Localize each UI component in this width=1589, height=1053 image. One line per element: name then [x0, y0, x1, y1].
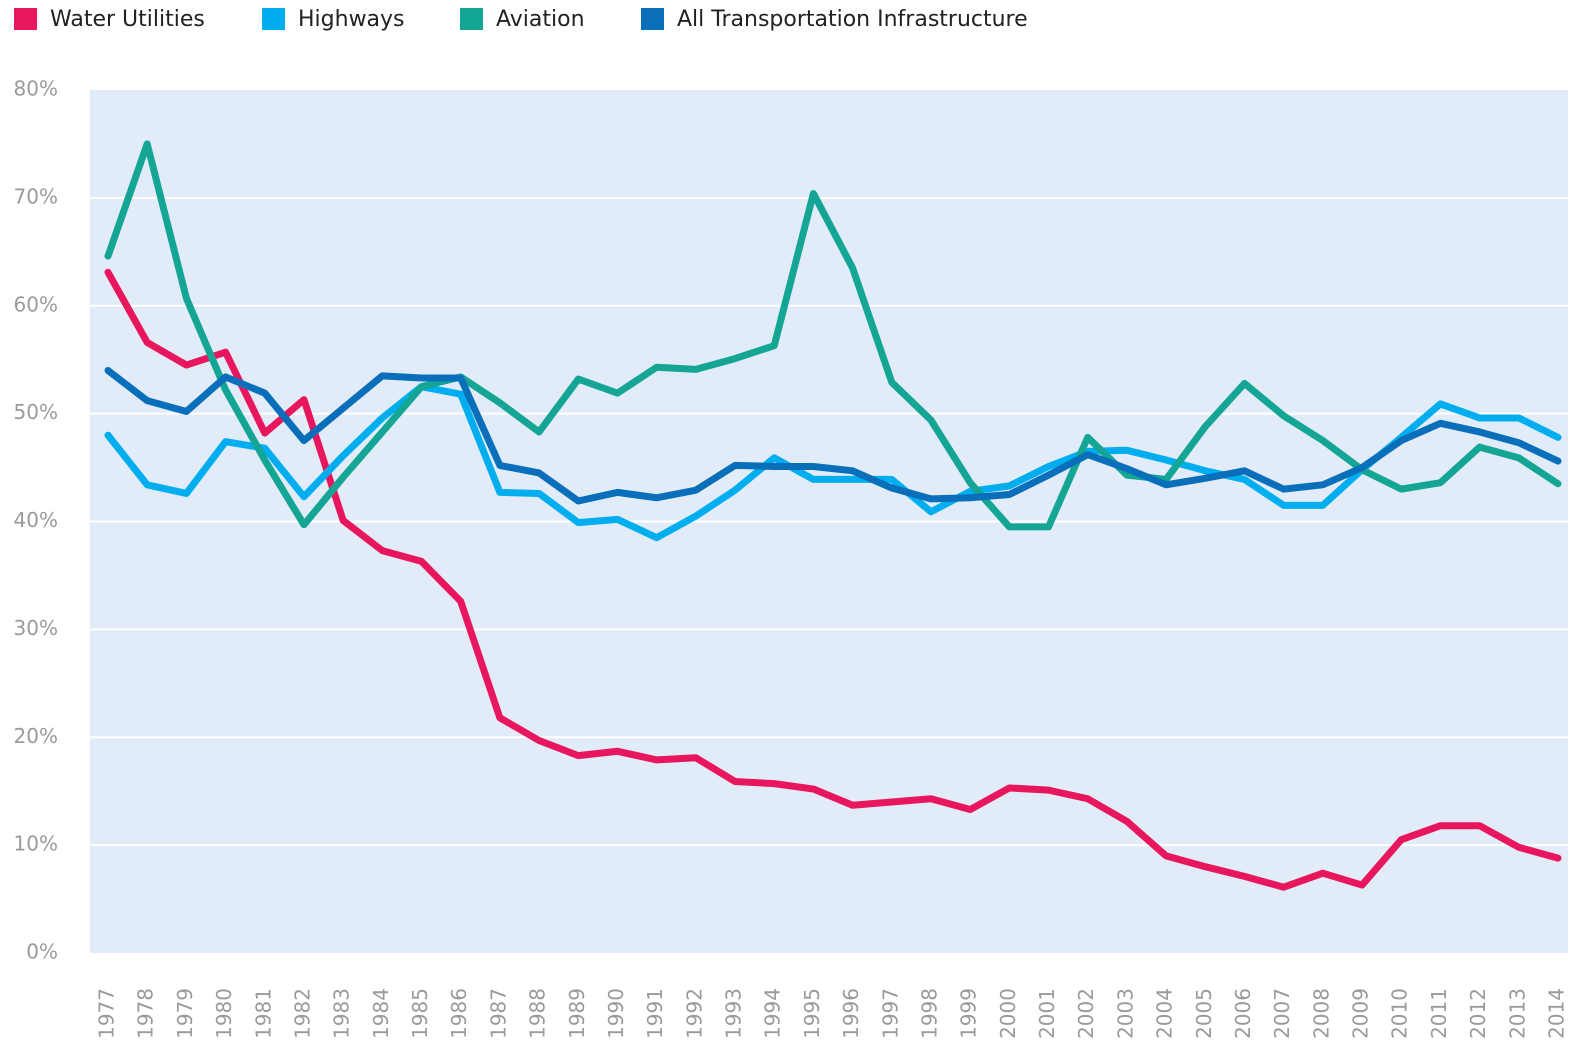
- x-tick-label: 2009: [1349, 988, 1373, 1039]
- x-tick-label: 1978: [134, 988, 158, 1039]
- x-tick-label: 2001: [1035, 988, 1059, 1039]
- x-tick-label: 2013: [1505, 988, 1529, 1039]
- x-tick-label: 2008: [1309, 988, 1333, 1039]
- legend-label: Aviation: [496, 7, 585, 32]
- y-tick-label: 40%: [14, 508, 58, 532]
- x-tick-label: 1994: [761, 988, 785, 1039]
- y-tick-label: 80%: [14, 77, 58, 101]
- y-tick-label: 30%: [14, 616, 58, 640]
- y-tick-label: 20%: [14, 724, 58, 748]
- legend-swatch: [460, 8, 483, 30]
- y-tick-label: 10%: [14, 832, 58, 856]
- series-line: [104, 268, 1562, 891]
- legend-label: Water Utilities: [50, 7, 205, 32]
- series-line: [104, 140, 1562, 531]
- x-tick-label: 1999: [957, 988, 981, 1039]
- x-tick-label: 1995: [800, 988, 824, 1039]
- x-tick-label: 1981: [251, 988, 275, 1039]
- x-tick-label: 1988: [526, 988, 550, 1039]
- x-tick-label: 2007: [1270, 988, 1294, 1039]
- series-line: [104, 366, 1562, 505]
- x-tick-label: 2000: [996, 988, 1020, 1039]
- x-tick-label: 2014: [1545, 988, 1569, 1039]
- x-tick-label: 2003: [1113, 988, 1137, 1039]
- y-tick-label: 70%: [14, 184, 58, 208]
- legend-label: All Transportation Infrastructure: [677, 7, 1028, 32]
- x-tick-label: 1980: [212, 988, 236, 1039]
- x-tick-label: 1987: [486, 988, 510, 1039]
- x-tick-label: 1985: [408, 988, 432, 1039]
- legend-swatch: [262, 8, 285, 30]
- x-tick-label: 1993: [722, 988, 746, 1039]
- legend-swatch: [14, 8, 37, 30]
- x-tick-label: 1998: [917, 988, 941, 1039]
- x-tick-label: 2005: [1192, 988, 1216, 1039]
- legend-label: Highways: [298, 7, 405, 32]
- x-tick-label: 1991: [643, 988, 667, 1039]
- x-tick-label: 1986: [447, 988, 471, 1039]
- y-tick-label: 0%: [26, 940, 58, 964]
- x-tick-label: 2002: [1074, 988, 1098, 1039]
- series-line: [104, 383, 1562, 542]
- y-tick-label: 50%: [14, 400, 58, 424]
- x-tick-label: 1982: [290, 988, 314, 1039]
- x-tick-label: 1983: [330, 988, 354, 1039]
- x-tick-label: 1992: [682, 988, 706, 1039]
- x-tick-label: 1984: [369, 988, 393, 1039]
- legend-swatch: [641, 8, 664, 30]
- x-tick-label: 1996: [839, 988, 863, 1039]
- x-tick-label: 1990: [604, 988, 628, 1039]
- x-tick-label: 1997: [878, 988, 902, 1039]
- x-tick-label: 2004: [1153, 988, 1177, 1039]
- x-tick-label: 2012: [1466, 988, 1490, 1039]
- x-tick-label: 1989: [565, 988, 589, 1039]
- x-tick-label: 2010: [1388, 988, 1412, 1039]
- x-tick-label: 1977: [95, 988, 119, 1039]
- x-tick-label: 1979: [173, 988, 197, 1039]
- x-tick-label: 2011: [1427, 988, 1451, 1039]
- x-tick-label: 2006: [1231, 988, 1255, 1039]
- y-tick-label: 60%: [14, 292, 58, 316]
